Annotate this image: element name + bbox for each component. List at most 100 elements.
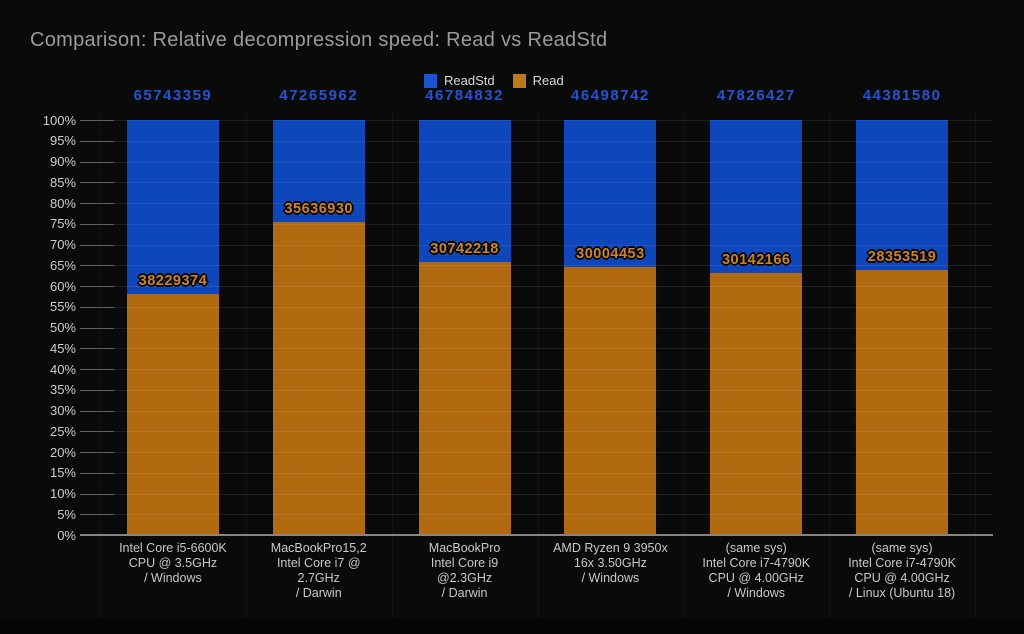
h-gridline (90, 514, 993, 516)
x-axis-category-label: (same sys) Intel Core i7-4790K CPU @ 4.00G… (829, 541, 975, 601)
y-axis-tick (80, 140, 114, 142)
bar-segment-read[interactable] (856, 269, 949, 535)
legend-item-read[interactable]: Read (512, 73, 564, 88)
bar-value-label-read: 35636930 (284, 201, 353, 218)
x-axis-category-label: AMD Ryzen 9 3950x 16x 3.50GHz / Windows (537, 541, 683, 601)
bar-segment-read[interactable] (418, 262, 511, 535)
y-axis-tick (80, 286, 114, 287)
x-axis-category-label: MacBookPro Intel Core i9 @2.3GHz / Darwin (392, 541, 538, 601)
h-gridline (90, 493, 993, 495)
x-axis-label-line: CPU @ 4.00GHz (708, 571, 804, 585)
x-axis-label-line: AMD Ryzen 9 3950x (553, 541, 668, 555)
h-gridline (90, 369, 993, 370)
bar-value-label-read: 38229374 (138, 272, 208, 289)
y-axis-tick (80, 452, 114, 453)
h-gridline (90, 223, 993, 225)
x-axis-label-line: / Windows (727, 586, 786, 600)
y-axis-tick (80, 203, 114, 204)
y-axis-tick (80, 306, 114, 308)
x-axis-label-line: / Windows (581, 571, 640, 585)
h-gridline (90, 472, 993, 474)
y-axis-tick (80, 265, 114, 267)
bar-segment-readstd[interactable] (418, 120, 511, 263)
bar-group: 38229374 (100, 120, 246, 535)
stacked-bar: 30142166 (710, 120, 803, 535)
bar-segment-readstd[interactable] (272, 120, 365, 223)
y-axis-tick-label: 35% (49, 382, 76, 398)
x-axis-label-line: / Linux (Ubuntu 18) (848, 586, 956, 600)
y-axis-tick (80, 120, 114, 121)
y-axis-tick-label: 50% (49, 320, 76, 335)
bar-segment-read[interactable] (564, 267, 657, 535)
x-axis-label-line: (same sys) (725, 541, 787, 555)
y-axis-tick (80, 223, 114, 225)
bar-value-label-readstd: 47265962 (279, 87, 359, 104)
y-axis-tick (80, 410, 114, 412)
y-axis-tick (80, 472, 114, 474)
y-axis-tick-label: 45% (49, 340, 76, 356)
x-axis-label-line: / Darwin (295, 586, 342, 600)
bar-value-label-read: 28353519 (867, 248, 937, 265)
y-axis-tick (80, 493, 114, 495)
x-axis-label-line: @2.3GHz (437, 571, 493, 585)
h-gridline (90, 161, 993, 163)
h-gridline (90, 140, 993, 142)
h-gridline (90, 182, 993, 184)
h-gridline (90, 452, 993, 453)
x-axis-label-line: Intel Core i9 (430, 556, 499, 570)
y-axis-tick (80, 431, 114, 433)
bar-value-label-readstd: 46498742 (571, 87, 650, 104)
legend-readstd-swatch-icon (424, 73, 437, 88)
x-axis-category-label: MacBookPro15,2 Intel Core i7 @2.7GHz / Dar… (246, 541, 392, 601)
x-axis-label-line: MacBookPro15,2 (270, 541, 367, 555)
h-gridline (90, 286, 993, 287)
legend-readstd-label: ReadStd (444, 73, 495, 88)
bottom-margin-strip (0, 618, 1024, 634)
bar-value-label-readstd: 44381580 (862, 87, 942, 104)
bar-group: 30142166 (683, 120, 829, 535)
y-axis-tick-label: 65% (49, 257, 76, 273)
bar-value-label-readstd: 65743359 (133, 87, 213, 104)
legend-read-swatch-icon (512, 73, 526, 88)
y-axis-tick-label: 0% (57, 527, 76, 543)
stacked-bar: 38229374 (126, 120, 219, 535)
bar-group: 35636930 (246, 120, 392, 535)
bar-value-label-read: 30742218 (430, 241, 499, 258)
bar-group: 30004453 (537, 120, 683, 535)
y-axis-tick (80, 348, 114, 350)
x-axis-label-line: 2.7GHz (297, 571, 340, 585)
x-axis-category-labels: Intel Core i5-6600K CPU @ 3.5GHz / Windows… (100, 541, 975, 601)
bar-segment-read[interactable] (710, 273, 803, 535)
h-gridline (90, 410, 993, 412)
y-axis-tick (80, 369, 114, 370)
stacked-bar: 28353519 (856, 120, 949, 535)
y-axis-tick-label: 95% (49, 133, 76, 149)
bar-value-label-read: 30004453 (576, 246, 645, 263)
readstd-values-row: 65743359 47265962 46784832 46498742 47826427… (100, 87, 975, 104)
h-gridline (90, 389, 993, 391)
y-axis-tick (80, 182, 114, 184)
y-axis-tick-label: 30% (49, 403, 76, 418)
bar-segment-read[interactable] (272, 222, 365, 535)
bar-value-label-readstd: 46784832 (425, 87, 504, 104)
h-gridline (90, 306, 993, 308)
y-axis-tick-label: 70% (49, 237, 76, 252)
x-axis-label-line: / Windows (144, 571, 202, 585)
legend-read-label: Read (532, 73, 564, 88)
bar-segment-readstd[interactable] (126, 120, 219, 294)
y-axis-tick-label: 25% (49, 423, 76, 439)
bar-segment-readstd[interactable] (564, 120, 657, 268)
stacked-bar: 30742218 (418, 120, 511, 535)
h-gridline (90, 348, 993, 350)
bar-segment-read[interactable] (126, 293, 219, 535)
bar-group: 28353519 (829, 120, 975, 535)
v-gridline (975, 112, 976, 618)
chart-legend: ReadStd Read (424, 73, 564, 88)
y-axis-tick-label: 10% (49, 486, 76, 501)
legend-item-readstd[interactable]: ReadStd (424, 73, 495, 88)
bar-segment-readstd[interactable] (856, 120, 949, 270)
bar-segment-readstd[interactable] (710, 120, 803, 274)
x-axis-label-line: MacBookPro (428, 541, 501, 555)
stacked-bar: 30004453 (564, 120, 657, 535)
